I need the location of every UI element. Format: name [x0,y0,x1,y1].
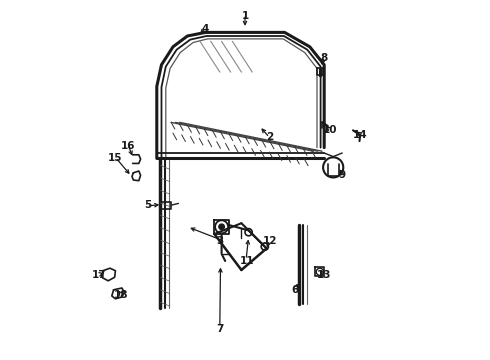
Text: 5: 5 [144,200,151,210]
Text: 17: 17 [92,270,106,280]
Text: 2: 2 [267,132,274,142]
Text: 7: 7 [216,324,223,334]
Text: 16: 16 [121,141,135,151]
Text: 11: 11 [240,256,254,266]
Text: 6: 6 [292,285,299,295]
Circle shape [219,224,224,230]
Text: 9: 9 [339,170,346,180]
Text: 12: 12 [263,236,277,246]
Text: 14: 14 [353,130,368,140]
Text: 18: 18 [114,290,128,300]
Text: 8: 8 [320,53,328,63]
Text: 10: 10 [322,125,337,135]
Text: 4: 4 [202,24,209,34]
Text: 3: 3 [216,236,223,246]
Text: 1: 1 [242,11,248,21]
Text: 13: 13 [317,270,331,280]
Text: 15: 15 [108,153,122,163]
